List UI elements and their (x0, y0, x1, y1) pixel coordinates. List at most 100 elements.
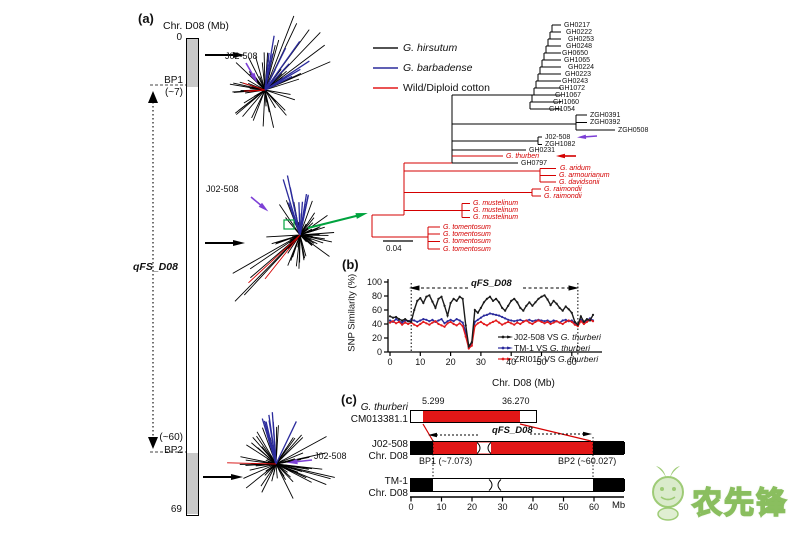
chart-series-marker (552, 321, 555, 324)
row-j02508-chr: Chr. D08 (368, 451, 408, 462)
phylogram-tip-label: G. aridum (560, 165, 591, 172)
top-tree-ray (264, 68, 301, 91)
chart-series-marker (585, 318, 589, 321)
top-tree-ray (263, 52, 266, 91)
chart-series-marker (446, 322, 449, 325)
top-tree-ray (264, 15, 295, 91)
middle-tree-ray (298, 202, 301, 236)
bottom-tree-ray (243, 463, 277, 479)
chart-series-marker (440, 318, 443, 321)
bottom-tree-j02508-arrow-head (287, 459, 298, 465)
watermark-mascot-leaves (656, 466, 680, 478)
chart-series-marker (394, 318, 398, 321)
chart-series-marker (443, 304, 446, 307)
phylogram-tip-label: G. raimondii (544, 185, 582, 193)
bottom-tree-ray (249, 463, 277, 471)
chromosome-bottom-tick: 69 (170, 504, 182, 515)
chart-series-marker (510, 299, 513, 302)
row-j02508-name: J02-508 (371, 439, 408, 450)
row-tm1-name: TM-1 (384, 476, 408, 487)
phylogram-tip-label: GH0650 (562, 49, 589, 57)
chart-legend-marker-head (507, 335, 513, 339)
chart-series-marker (519, 318, 522, 321)
thurberi-end-coordinate: 36.270 (502, 396, 530, 406)
tm1-right-black-segment (593, 479, 625, 491)
chart-series-marker (528, 318, 531, 321)
j02508-right-black-segment (593, 442, 625, 454)
chart-series-marker (582, 322, 586, 326)
bottom-tree-ray (275, 436, 327, 465)
phylogram-tip-label: G. thurberi (506, 152, 540, 160)
phylogeny-scale-bar-value: 0.04 (386, 244, 402, 253)
chart-legend-marker-head (507, 346, 513, 350)
chart-legend-label: TM-1 VS G. thurberi (514, 343, 591, 353)
chromosome-d08-bar (186, 38, 199, 516)
chart-series-marker (470, 341, 473, 344)
chart-series-marker (458, 322, 461, 325)
chart-series-marker (407, 320, 410, 323)
watermark-mascot-mouth (660, 496, 676, 501)
middle-tree-ray (271, 234, 301, 245)
middle-tree-ray (299, 200, 313, 236)
chart-x-tick-label: 50 (536, 357, 547, 367)
chart-series-marker (437, 297, 440, 300)
chart-series-marker (570, 311, 573, 314)
chart-series-marker (413, 308, 416, 312)
chart-series-marker (419, 297, 422, 300)
top-tree-ray (233, 82, 266, 91)
bp2-label: BP2 (164, 445, 183, 456)
chart-series-marker (531, 320, 534, 323)
chart-series-marker (552, 319, 555, 322)
chart-series-marker (494, 297, 498, 300)
watermark-mascot-body (657, 507, 679, 521)
watermark-text: 农先锋 (691, 486, 788, 521)
chart-series-marker (507, 320, 510, 323)
phylogram-tip-label: GH1065 (564, 56, 591, 64)
chart-series-marker (555, 320, 558, 323)
chart-series-marker (431, 321, 434, 324)
bottom-tree-ray (275, 463, 331, 480)
chart-series-marker (540, 295, 543, 298)
top-tree-ray (234, 89, 266, 114)
chart-series-marker (434, 320, 437, 323)
chart-series-marker (422, 320, 425, 323)
phylogram-tip-label: G. mustelinum (473, 207, 519, 214)
middle-tree-ray (299, 234, 318, 245)
chart-series-marker (410, 320, 413, 323)
phylogram-tip-label: G. mustelinum (473, 200, 519, 207)
phylogram-tip-label: GH0223 (565, 70, 592, 78)
phylogram-tip-label: GH0222 (566, 28, 593, 36)
chart-series-marker (443, 325, 446, 328)
chart-series-marker (579, 315, 582, 318)
phylogram-tip-label: G. tomentosum (443, 223, 491, 231)
middle-tree-ray (299, 234, 307, 257)
legend-a-label: G. hirsutum (403, 41, 458, 54)
middle-tree-ray (299, 217, 315, 236)
panel-c-qfs-left-arrow-head (428, 432, 437, 438)
chart-qfs-left-arrow-head (409, 285, 420, 291)
tree-middle-sample-label: J02-508 (206, 184, 239, 194)
bottom-tree-ray (275, 452, 326, 465)
chart-series-marker (516, 321, 519, 324)
panel-c-axis-tick-label: 10 (436, 502, 447, 512)
top-tree-ray (264, 44, 325, 91)
top-tree-ray (264, 35, 275, 91)
chart-series-marker (534, 320, 537, 323)
chart-x-tick-label: 0 (387, 357, 393, 367)
chart-series-marker (528, 301, 531, 304)
top-tree-ray (264, 89, 287, 116)
phylogram-j02508-arrow-head (577, 134, 587, 140)
chart-series-marker (516, 301, 519, 304)
panel-c-qfs-right-arrow-head (583, 431, 592, 437)
chart-y-tick-label: 100 (366, 276, 382, 287)
chart-series-marker (491, 320, 495, 323)
chart-series-marker (416, 325, 419, 328)
chart-x-tick-label: 60 (566, 357, 577, 367)
phylogram-tip-label: G. davidsonii (559, 178, 600, 186)
chart-series-marker (549, 304, 552, 307)
chart-series-marker (573, 320, 576, 323)
chart-x-tick-label: 40 (506, 357, 517, 367)
top-tree-ray (249, 89, 266, 92)
chart-series-marker (488, 322, 492, 325)
